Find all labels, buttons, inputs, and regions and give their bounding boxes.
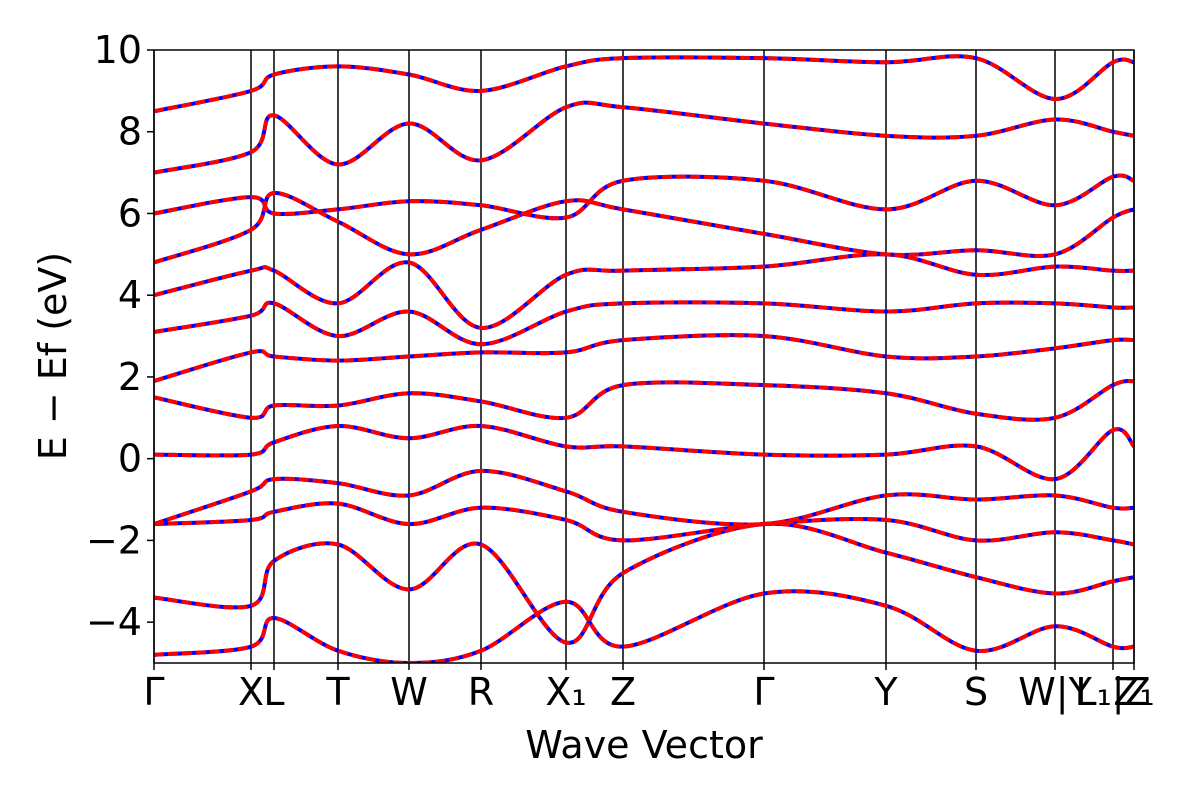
x-tick-label: X₁ (545, 670, 586, 714)
y-tick-label: 4 (118, 273, 142, 317)
band-line (154, 501, 1134, 547)
band-line (154, 54, 1134, 114)
x-tick-label: L (263, 670, 284, 714)
band-line (154, 252, 1134, 330)
y-axis-label: E − Ef (eV) (31, 252, 75, 461)
band-line (154, 423, 1134, 482)
band-line (154, 300, 1134, 347)
x-tick-label: Γ (143, 670, 164, 714)
band-line (154, 378, 1134, 422)
x-tick-label: L₁|Z (1075, 670, 1150, 715)
x-tick-label: W (390, 670, 428, 714)
x-tick-label: Y (873, 670, 898, 714)
x-tick-label: T (325, 670, 350, 714)
y-tick-label: 2 (118, 355, 142, 399)
band-line (154, 54, 1134, 114)
y-tick-label: −2 (86, 518, 142, 562)
band-line (154, 521, 1134, 645)
x-tick-label: Z₁ (1113, 670, 1154, 714)
y-tick-label: 0 (118, 437, 142, 481)
band-line (154, 333, 1134, 383)
x-tick-label: R (468, 670, 494, 714)
plot-area (154, 54, 1134, 663)
band-line (154, 423, 1134, 482)
x-tick-label: X (238, 670, 264, 714)
plot-frame (153, 49, 1135, 664)
x-tick-label: Z (610, 670, 636, 714)
band-line (154, 333, 1134, 383)
band-line (154, 468, 1134, 527)
y-tick-label: 10 (94, 28, 142, 72)
x-tick-label: Γ (753, 670, 774, 714)
y-tick-label: −4 (86, 600, 142, 644)
x-tick-label: S (964, 670, 988, 714)
band-line (154, 589, 1134, 663)
x-tick-label: W|Y (1018, 670, 1092, 715)
band-line (154, 100, 1134, 175)
band-line (154, 100, 1134, 175)
y-tick-label: 8 (118, 110, 142, 154)
x-axis-label: Wave Vector (525, 723, 763, 767)
y-tick-label: 6 (118, 191, 142, 235)
band-line (154, 191, 1134, 265)
band-line (154, 173, 1134, 221)
band-line (154, 501, 1134, 547)
